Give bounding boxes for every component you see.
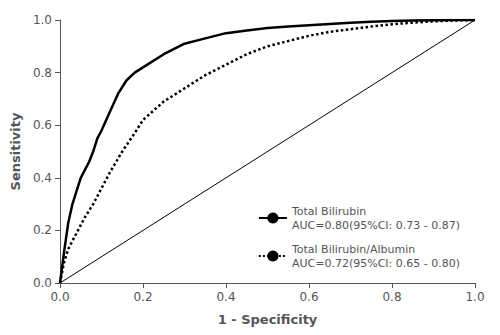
svg-text:0.8: 0.8 [382, 290, 401, 304]
svg-text:0.8: 0.8 [33, 66, 52, 80]
svg-text:Sensitivity: Sensitivity [8, 112, 23, 190]
svg-text:0.6: 0.6 [33, 118, 52, 132]
svg-text:0.4: 0.4 [33, 171, 52, 185]
svg-text:Total Bilirubin: Total Bilirubin [291, 205, 366, 218]
svg-text:0.2: 0.2 [33, 223, 52, 237]
svg-text:AUC=0.80(95%CI: 0.73 - 0.87): AUC=0.80(95%CI: 0.73 - 0.87) [292, 219, 460, 232]
svg-text:0.0: 0.0 [33, 276, 52, 290]
svg-text:Total Bilirubin/Albumin: Total Bilirubin/Albumin [291, 243, 415, 256]
svg-text:1 - Specificity: 1 - Specificity [218, 312, 318, 327]
svg-text:0.6: 0.6 [299, 290, 318, 304]
svg-text:0.4: 0.4 [216, 290, 235, 304]
svg-text:1.0: 1.0 [465, 290, 484, 304]
svg-text:1.0: 1.0 [33, 13, 52, 27]
svg-text:0.0: 0.0 [50, 290, 69, 304]
svg-text:AUC=0.72(95%CI: 0.65 - 0.80): AUC=0.72(95%CI: 0.65 - 0.80) [292, 257, 460, 270]
svg-text:0.2: 0.2 [133, 290, 152, 304]
